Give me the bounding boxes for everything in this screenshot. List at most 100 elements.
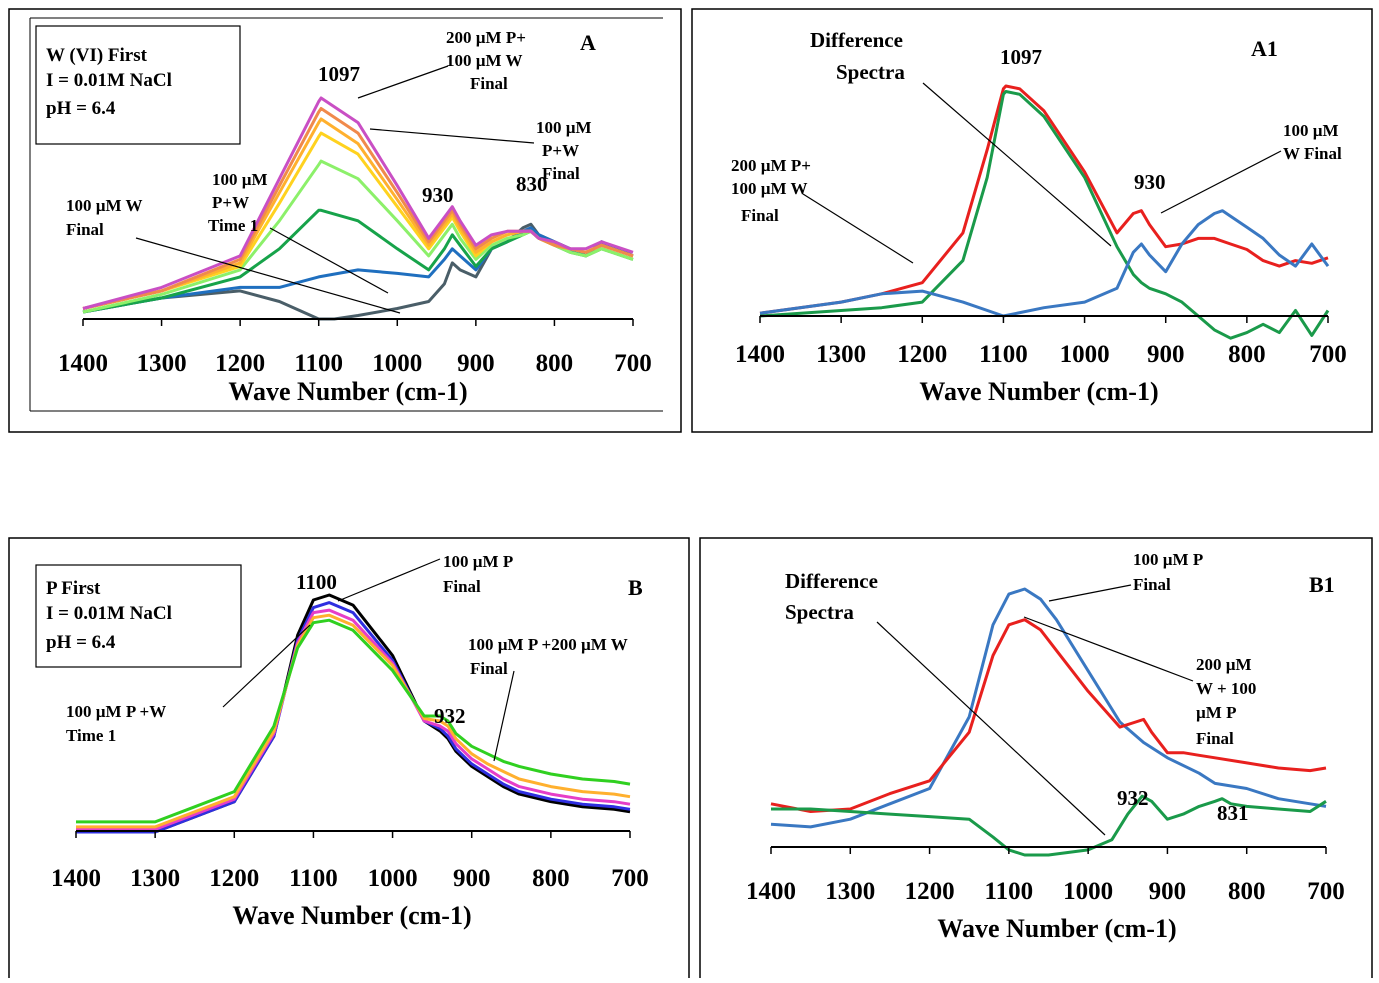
x-ticks-a: 1400 1300 1200 1100 1000 900 800 700 xyxy=(58,319,652,377)
x-tick-label-a1-800: 800 xyxy=(1228,341,1266,368)
difference-label-a1-line-2: Spectra xyxy=(836,60,905,84)
annotation-a-4-line-1: 100 µM W xyxy=(66,196,143,215)
leader-b1-2 xyxy=(1023,616,1194,682)
leader-a-1 xyxy=(357,65,449,99)
series-line-a1-1 xyxy=(759,90,1330,340)
peak-label-a1-930: 930 xyxy=(1134,170,1166,194)
x-tick-label-a1-1200: 1200 xyxy=(897,341,947,368)
x-tick-label-a1-1100: 1100 xyxy=(979,341,1028,368)
x-tick-label-a1-900: 900 xyxy=(1147,341,1185,368)
annotation-b-1-line-2: Final xyxy=(443,577,481,596)
series-line-b-4 xyxy=(76,618,631,824)
plot-area-b1 xyxy=(770,587,1327,857)
x-tick-label-a1-1000: 1000 xyxy=(1060,341,1110,368)
panel-b: 1400 1300 1200 1100 1000 900 800 700 P First I … xyxy=(8,537,690,980)
chart-a1: 1400 1300 1200 1100 1000 900 800 700 A1 Differe… xyxy=(691,8,1373,433)
x-tick-label-b-1100: 1100 xyxy=(289,865,338,892)
x-axis-label-b: Wave Number (cm-1) xyxy=(232,901,471,930)
peak-label-930: 930 xyxy=(422,183,454,207)
x-ticks-b: 1400 1300 1200 1100 1000 900 800 700 xyxy=(51,831,649,892)
leader-b-1 xyxy=(337,558,441,602)
x-tick-label-a-1400: 1400 xyxy=(58,350,108,377)
series-line-b-3 xyxy=(76,613,631,829)
series-line-b1-0 xyxy=(770,587,1327,829)
x-tick-label-a1-1300: 1300 xyxy=(816,341,866,368)
x-tick-label-b1-1400: 1400 xyxy=(746,878,796,905)
leader-a1-1 xyxy=(802,193,914,264)
annotation-b1-1-line-2: Final xyxy=(1133,575,1171,594)
x-tick-label-b1-900: 900 xyxy=(1149,878,1187,905)
x-tick-label-b-800: 800 xyxy=(532,865,570,892)
x-tick-label-b-1000: 1000 xyxy=(368,865,418,892)
panel-label-a: A xyxy=(580,30,596,55)
info-box-a xyxy=(35,25,241,145)
series-line-a-2 xyxy=(82,208,634,314)
peak-label-a1-1097: 1097 xyxy=(1000,45,1042,69)
info-b-line-2: I = 0.01M NaCl xyxy=(46,603,172,624)
annotation-a-3-line-1: 100 µM xyxy=(212,170,268,189)
leader-b-2 xyxy=(493,670,515,762)
peak-label-b1-831: 831 xyxy=(1217,801,1249,825)
annotation-b1-2-line-1: 200 µM xyxy=(1196,655,1252,674)
info-b-line-1: P First xyxy=(46,578,101,599)
series-line-a-7 xyxy=(82,96,634,310)
info-b-line-3: pH = 6.4 xyxy=(46,632,116,653)
annotation-b1-2-line-4: Final xyxy=(1196,729,1234,748)
annotation-b-2-line-2: Final xyxy=(470,659,508,678)
annotation-a1-1-line-3: Final xyxy=(741,206,779,225)
annotation-a-3-line-3: Time 1 xyxy=(208,216,258,235)
annotation-a-2-line-3: Final xyxy=(542,164,580,183)
annotation-a1-1-line-2: 100 µM W xyxy=(731,179,808,198)
annotation-b-3-line-2: Time 1 xyxy=(66,726,116,745)
x-tick-label-a-1000: 1000 xyxy=(372,350,422,377)
series-line-b1-1 xyxy=(770,618,1327,813)
panel-label-b1: B1 xyxy=(1309,572,1335,597)
x-tick-label-a-900: 900 xyxy=(457,350,495,377)
leader-a-3 xyxy=(269,227,389,294)
x-axis-label-b1: Wave Number (cm-1) xyxy=(937,914,1176,943)
annotation-a1-2-line-1: 100 µM xyxy=(1283,121,1339,140)
chart-b1: 1400 1300 1200 1100 1000 900 800 700 B1 Differe… xyxy=(699,537,1373,980)
peak-label-1100: 1100 xyxy=(296,570,337,594)
x-tick-label-b-700: 700 xyxy=(611,865,649,892)
leader-b-3 xyxy=(222,624,311,708)
x-tick-label-a-1300: 1300 xyxy=(137,350,187,377)
annotation-b-1-line-1: 100 µM P xyxy=(443,552,513,571)
series-line-b1-2 xyxy=(771,794,1327,857)
series-line-a-6 xyxy=(82,107,634,310)
x-tick-label-b1-700: 700 xyxy=(1307,878,1345,905)
info-line-2: I = 0.01M NaCl xyxy=(46,70,172,91)
x-tick-label-a-800: 800 xyxy=(536,350,574,377)
chart-a: 1400 1300 1200 1100 1000 900 800 700 W (VI) Fir… xyxy=(8,8,682,433)
peak-label-1097: 1097 xyxy=(318,62,360,86)
x-tick-label-b-900: 900 xyxy=(453,865,491,892)
annotation-a-1-line-1: 200 µM P+ xyxy=(446,28,526,47)
x-tick-label-a1-700: 700 xyxy=(1309,341,1347,368)
annotation-a-1-line-2: 100 µM W xyxy=(446,51,523,70)
annotation-a-2-line-2: P+W xyxy=(542,141,579,160)
panel-label-b: B xyxy=(628,575,643,600)
leader-a-2 xyxy=(369,128,535,144)
x-tick-label-a1-1400: 1400 xyxy=(735,341,785,368)
panel-b1: 1400 1300 1200 1100 1000 900 800 700 B1 Differe… xyxy=(699,537,1373,980)
x-tick-label-b1-1200: 1200 xyxy=(905,878,955,905)
peak-label-b1-932: 932 xyxy=(1117,786,1149,810)
info-line-3: pH = 6.4 xyxy=(46,98,116,119)
leader-a-4 xyxy=(135,237,401,314)
x-tick-label-b-1200: 1200 xyxy=(209,865,259,892)
panel-a1: 1400 1300 1200 1100 1000 900 800 700 A1 Differe… xyxy=(691,8,1373,433)
annotation-a-4-line-2: Final xyxy=(66,220,104,239)
series-line-a1-0 xyxy=(759,84,1329,315)
annotation-a-1-line-3: Final xyxy=(470,74,508,93)
x-tick-label-b-1400: 1400 xyxy=(51,865,101,892)
annotation-a1-1-line-1: 200 µM P+ xyxy=(731,156,811,175)
x-ticks-b1: 1400 1300 1200 1100 1000 900 800 700 xyxy=(746,847,1345,905)
annotation-b1-1-line-1: 100 µM P xyxy=(1133,550,1203,569)
x-axis-label-a: Wave Number (cm-1) xyxy=(228,377,467,406)
difference-label-b1-line-1: Difference xyxy=(785,569,878,593)
annotation-b-2-line-1: 100 µM P +200 µM W xyxy=(468,635,628,654)
chart-b: 1400 1300 1200 1100 1000 900 800 700 P First I … xyxy=(8,537,690,980)
x-tick-label-b1-800: 800 xyxy=(1228,878,1266,905)
leader-a1-diff xyxy=(922,82,1112,247)
series-line-a1-2 xyxy=(759,209,1330,318)
